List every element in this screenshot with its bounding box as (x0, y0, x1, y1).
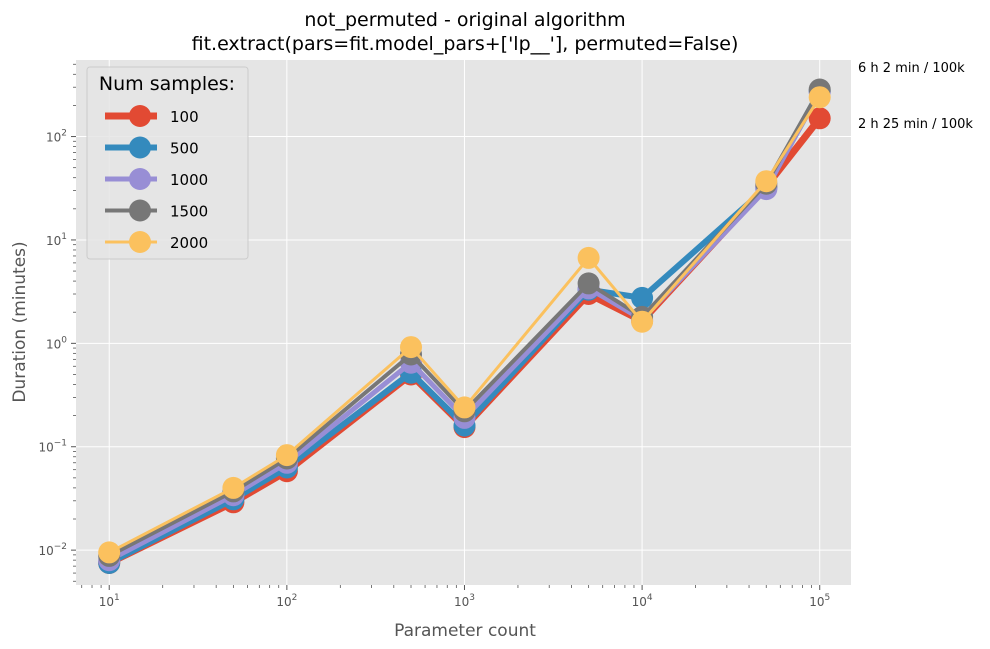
legend-item-1000: 1000 (105, 168, 208, 190)
data-point (275, 444, 298, 467)
legend-swatch-marker (129, 136, 151, 159)
data-point (808, 107, 831, 130)
legend-swatch-marker (129, 199, 151, 222)
legend-item-2000: 2000 (105, 231, 208, 253)
data-point (98, 541, 121, 564)
x-tick-label: 101 (99, 593, 120, 609)
data-point (755, 170, 778, 193)
chart-subtitle: fit.extract(pars=fit.model_pars+['lp__']… (192, 33, 739, 55)
chart-title: not_permuted - original algorithm (304, 9, 625, 31)
legend-item-500: 500 (105, 136, 199, 159)
x-tick-label: 102 (276, 593, 297, 609)
data-point (577, 246, 600, 269)
data-point (631, 286, 654, 309)
legend: Num samples: 100 500 1000 1500 2000 (86, 66, 249, 260)
y-tick-label: 102 (46, 129, 67, 145)
data-point (453, 396, 476, 419)
x-tick-label: 104 (632, 593, 653, 609)
x-tick-label: 103 (454, 593, 475, 609)
y-axis-label: Duration (minutes) (10, 241, 30, 402)
series-2000 (98, 86, 831, 564)
annotation-bottom: 2 h 25 min / 100k (858, 117, 973, 132)
y-tick-label: 10−1 (38, 439, 67, 455)
x-axis: 101 102 103 104 105 (99, 585, 830, 609)
data-point (631, 310, 654, 333)
legend-label: 1500 (170, 203, 208, 221)
data-point (808, 86, 831, 109)
legend-label: 1000 (170, 171, 208, 189)
legend-box (86, 66, 249, 260)
annotation-top: 6 h 2 min / 100k (858, 61, 965, 76)
series-layer (98, 78, 831, 574)
minor-ticks (73, 63, 812, 588)
data-point (577, 272, 600, 295)
legend-swatch-marker (129, 168, 151, 190)
y-tick-label: 100 (46, 335, 67, 351)
legend-label: 2000 (170, 234, 208, 252)
x-tick-label: 105 (809, 593, 830, 609)
legend-item-100: 100 (105, 105, 199, 127)
x-axis-label: Parameter count (394, 621, 536, 641)
legend-item-1500: 1500 (105, 199, 208, 222)
y-tick-label: 10−2 (38, 542, 67, 558)
data-point (222, 476, 245, 499)
legend-swatch-marker (129, 105, 151, 127)
legend-label: 100 (170, 108, 199, 126)
data-point (400, 336, 422, 359)
y-axis: 10−2 10−1 100 101 102 (38, 129, 76, 558)
y-tick-label: 101 (46, 232, 67, 248)
legend-swatch-marker (129, 231, 151, 253)
legend-label: 500 (170, 140, 199, 158)
legend-title: Num samples: (99, 73, 235, 95)
